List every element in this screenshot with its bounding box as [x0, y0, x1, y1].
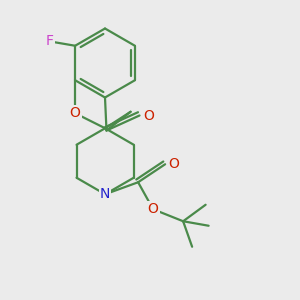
- Text: O: O: [70, 106, 81, 120]
- Text: O: O: [143, 109, 154, 122]
- Text: O: O: [148, 202, 159, 216]
- Text: F: F: [46, 34, 54, 48]
- Text: O: O: [168, 157, 179, 171]
- Text: N: N: [100, 187, 110, 201]
